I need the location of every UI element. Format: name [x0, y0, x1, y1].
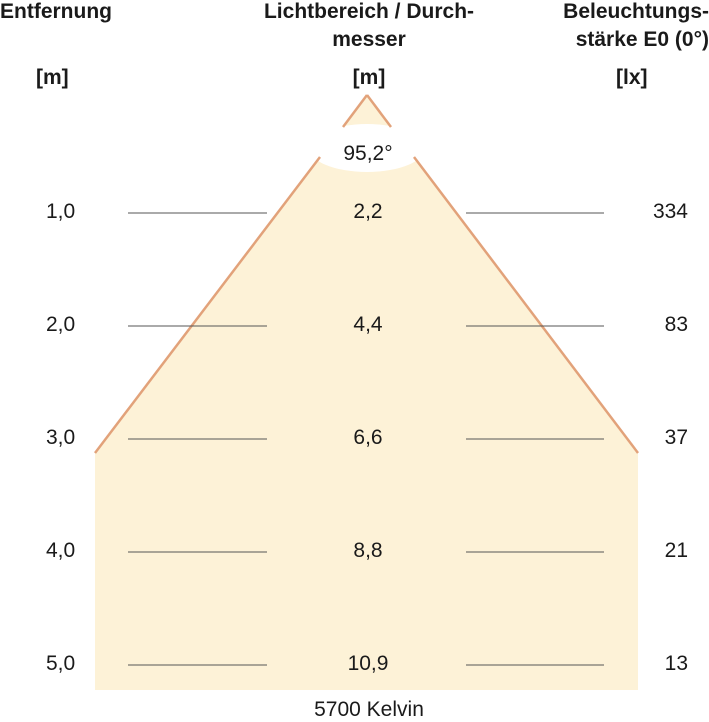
illuminance-header-line-1: Beleuchtungs- — [563, 0, 709, 23]
beam-diameter-unit: [m] — [352, 66, 386, 89]
beam-angle-label: 95,2° — [343, 142, 393, 165]
distance-value: 1,0 — [46, 200, 76, 223]
diameter-value: 10,9 — [347, 652, 389, 675]
illuminance-unit: [lx] — [616, 66, 648, 89]
beam-header-line-1: Lichtbereich / Durch- — [263, 0, 475, 23]
illuminance-value: 37 — [664, 426, 688, 449]
illuminance-header: Beleuchtungs- stärke E0 (0°) — [540, 0, 709, 54]
cone-edge-left-top — [342, 94, 368, 128]
beam-diameter-header: Lichtbereich / Durch- messer — [256, 0, 482, 54]
light-cone-fill — [95, 95, 638, 690]
illuminance-value: 83 — [664, 313, 688, 336]
illuminance-value: 13 — [664, 652, 688, 675]
beam-header-line-2: messer — [332, 28, 406, 51]
color-temperature-label: 5700 Kelvin — [314, 698, 424, 721]
cone-edge-right-top — [366, 94, 392, 128]
distance-value: 3,0 — [46, 426, 76, 449]
distance-value: 5,0 — [46, 652, 76, 675]
illuminance-value: 21 — [664, 539, 688, 562]
cone-edge-left — [94, 156, 321, 454]
distance-value: 2,0 — [46, 313, 76, 336]
guide-lines — [128, 212, 604, 666]
diameter-value: 8,8 — [353, 539, 383, 562]
diameter-value: 2,2 — [353, 200, 383, 223]
illuminance-value: 334 — [652, 200, 688, 223]
angle-label-background — [309, 124, 425, 172]
distance-value: 4,0 — [46, 539, 76, 562]
diameter-value: 6,6 — [353, 426, 383, 449]
diameter-value: 4,4 — [353, 313, 383, 336]
distance-unit: [m] — [36, 66, 69, 89]
distance-header: Entfernung — [0, 0, 112, 23]
illuminance-header-line-2: stärke E0 (0°) — [575, 28, 709, 51]
cone-edge-right — [413, 156, 639, 454]
